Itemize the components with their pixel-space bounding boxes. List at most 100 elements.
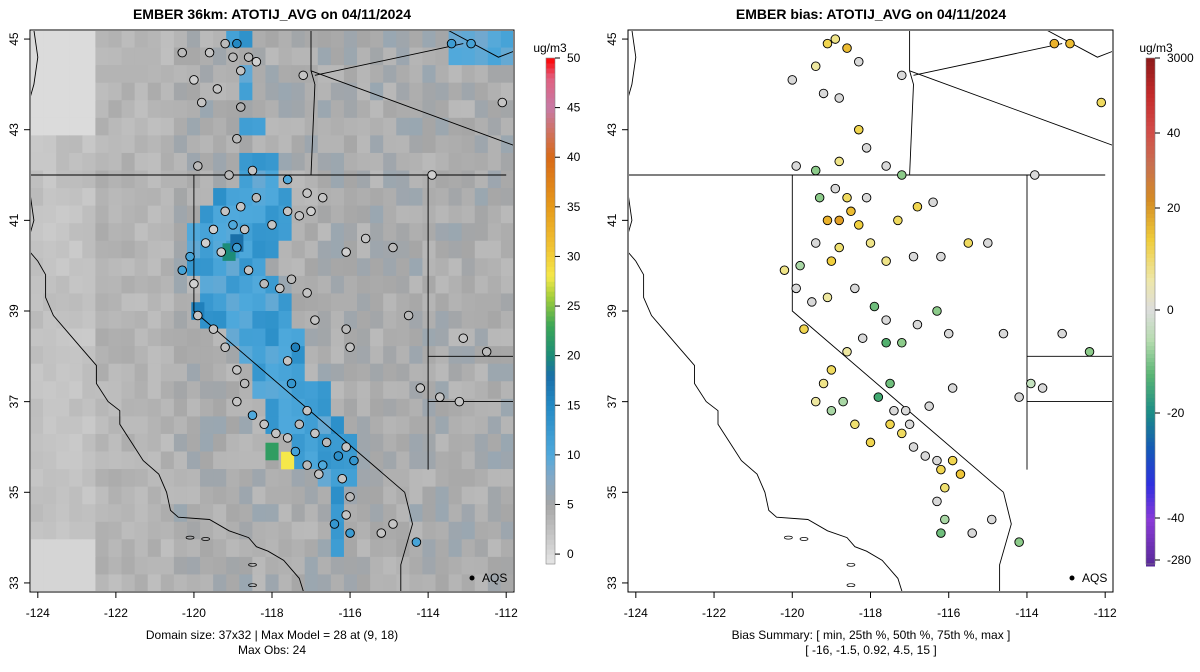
model-grid-cell	[134, 240, 149, 259]
model-grid-cell	[474, 188, 489, 207]
model-grid-cell	[200, 82, 214, 101]
left-colorbar-step	[546, 77, 555, 84]
model-grid-cell	[56, 328, 70, 347]
left-colorbar-step	[546, 231, 555, 238]
right-colorbar-step	[1146, 206, 1155, 211]
model-grid-cell	[95, 275, 110, 295]
model-grid-cell	[95, 346, 110, 365]
right-state-border	[1047, 31, 1112, 58]
model-grid-cell	[278, 521, 293, 540]
model-grid-cell	[383, 363, 397, 382]
model-grid-cell	[186, 398, 201, 417]
right-colorbar-step	[1146, 394, 1155, 399]
model-grid-cell	[200, 65, 214, 84]
model-grid-cell	[239, 451, 253, 470]
model-grid-cell	[487, 31, 502, 49]
model-grid-cell	[121, 170, 136, 189]
model-grid-cell	[160, 82, 175, 101]
model-grid-cell	[69, 258, 83, 277]
model-grid-cell	[330, 188, 345, 207]
model-grid-cell	[357, 504, 371, 523]
right-colorbar-label: 20	[1167, 201, 1181, 215]
model-grid-cell	[69, 311, 83, 330]
left-colorbar-step	[546, 559, 555, 565]
model-grid-cell	[56, 574, 70, 591]
model-grid-cell	[461, 258, 476, 277]
model-grid-cell	[173, 328, 188, 347]
model-grid-cell	[95, 223, 110, 242]
right-colorbar-step	[1146, 358, 1155, 363]
model-grid-cell	[69, 31, 83, 49]
model-grid-cell	[43, 433, 57, 453]
left-colorbar-step	[546, 539, 555, 545]
bias-site-marker	[908, 251, 919, 262]
model-grid-cell	[173, 416, 188, 435]
obs-site-marker	[466, 38, 476, 49]
model-grid-cell	[252, 65, 267, 84]
model-grid-cell	[173, 521, 188, 540]
model-grid-cell	[448, 328, 463, 347]
right-state-border	[909, 70, 1112, 146]
right-plot-frame	[627, 29, 1114, 593]
bias-site-marker	[830, 183, 841, 194]
bias-site-marker	[846, 206, 856, 217]
model-grid-cell	[396, 100, 410, 119]
model-grid-cell	[213, 574, 227, 591]
left-x-tick-label: -112	[495, 606, 518, 620]
model-grid-cell	[343, 188, 358, 207]
left-title: EMBER 36km: ATOTIJ_AVG on 04/11/2024	[133, 6, 411, 22]
model-grid-cell	[108, 47, 123, 66]
bias-site-marker	[881, 256, 891, 266]
right-colorbar-step	[1146, 494, 1155, 499]
model-grid-cell	[422, 31, 437, 49]
bias-site-marker	[865, 238, 876, 248]
model-grid-cell	[134, 574, 149, 591]
model-grid-cell	[304, 486, 319, 505]
left-colorbar-step	[546, 82, 555, 89]
obs-site-marker	[435, 392, 445, 402]
right-colorbar-step	[1146, 226, 1155, 231]
model-grid-cell	[252, 311, 267, 330]
model-grid-cell	[108, 451, 123, 470]
right-colorbar-step	[1146, 150, 1155, 155]
right-state-border	[909, 31, 914, 176]
model-grid-cell	[160, 363, 175, 382]
model-grid-cell	[121, 416, 136, 435]
model-grid-cell	[291, 170, 306, 189]
model-grid-cell	[173, 469, 188, 488]
model-grid-cell	[134, 433, 149, 453]
model-grid-cell	[500, 205, 513, 224]
model-grid-cell	[134, 47, 149, 66]
model-grid-cell	[56, 311, 70, 330]
model-grid-cell	[239, 556, 253, 576]
model-grid-cell	[69, 328, 83, 347]
model-grid-cell	[226, 521, 240, 540]
model-grid-cell	[304, 31, 319, 49]
obs-site-marker	[458, 333, 469, 343]
model-grid-cell	[435, 521, 450, 540]
model-grid-cell	[95, 240, 110, 259]
model-grid-cell	[121, 398, 136, 417]
model-grid-cell	[31, 170, 44, 189]
model-grid-cell	[409, 293, 424, 312]
model-grid-cell	[487, 311, 502, 330]
obs-site-marker	[243, 52, 254, 62]
model-grid-cell	[173, 451, 188, 470]
model-grid-cell	[448, 433, 463, 453]
model-grid-cell	[43, 47, 57, 66]
model-grid-cell	[448, 117, 463, 136]
model-grid-cell	[213, 100, 227, 119]
left-x-axis: -124 -122 -120 -118 -116 -114 -112	[26, 592, 518, 620]
right-colorbar-step	[1146, 406, 1155, 411]
model-grid-cell	[317, 205, 332, 224]
obs-site-marker	[251, 192, 262, 203]
right-colorbar-step	[1146, 118, 1155, 123]
model-grid-cell	[474, 363, 489, 382]
model-grid-cell	[357, 188, 371, 207]
bias-site-marker	[822, 292, 833, 303]
right-y-tick-label: 43	[605, 123, 619, 137]
model-grid-cell	[31, 223, 44, 242]
model-grid-cell	[461, 82, 476, 101]
model-grid-cell	[69, 117, 83, 136]
model-grid-cell	[370, 556, 384, 576]
